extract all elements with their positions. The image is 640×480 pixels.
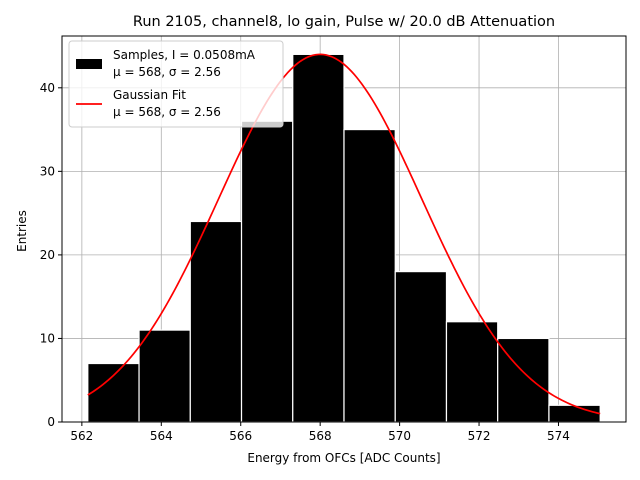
x-tick-label: 566 [229,429,252,443]
legend: Samples, I = 0.0508mA μ = 568, σ = 2.56 … [68,40,284,128]
x-tick-label: 572 [468,429,491,443]
legend-fit-line2: μ = 568, σ = 2.56 [113,105,221,119]
histogram-bar [394,271,448,423]
legend-samples-line2: μ = 568, σ = 2.56 [113,65,221,79]
y-tick-label: 30 [40,164,55,178]
histogram-bar [87,362,140,423]
x-tick-label: 562 [70,429,93,443]
histogram-bar [189,220,243,423]
histogram-bar [292,53,345,423]
legend-swatch-samples [76,59,102,69]
axis-ticks: 562 564 566 568 570 572 574 0 10 20 30 40 [40,81,570,443]
histogram-bar [138,329,191,423]
histogram-bar [240,120,294,423]
x-tick-label: 568 [309,429,332,443]
legend-samples-line1: Samples, I = 0.0508mA [113,48,256,62]
histogram-bar [445,321,499,423]
fit-curve [87,53,601,415]
y-tick-label: 10 [40,331,55,345]
histogram-bar [548,404,601,423]
x-tick-label: 570 [388,429,411,443]
y-tick-label: 40 [40,81,55,95]
y-axis-label: Entries [15,210,29,252]
legend-box [68,40,284,128]
x-axis-label: Energy from OFCs [ADC Counts] [247,451,440,465]
chart-title: Run 2105, channel8, lo gain, Pulse w/ 20… [133,14,555,30]
fit-curve-group [87,53,601,415]
x-tick-label: 574 [547,429,570,443]
y-tick-label: 20 [40,248,55,262]
plot-frame [61,35,627,423]
x-tick-label: 564 [150,429,173,443]
histogram-bar [343,128,396,423]
y-tick-label: 0 [47,415,55,429]
legend-fit-line1: Gaussian Fit [113,88,186,102]
